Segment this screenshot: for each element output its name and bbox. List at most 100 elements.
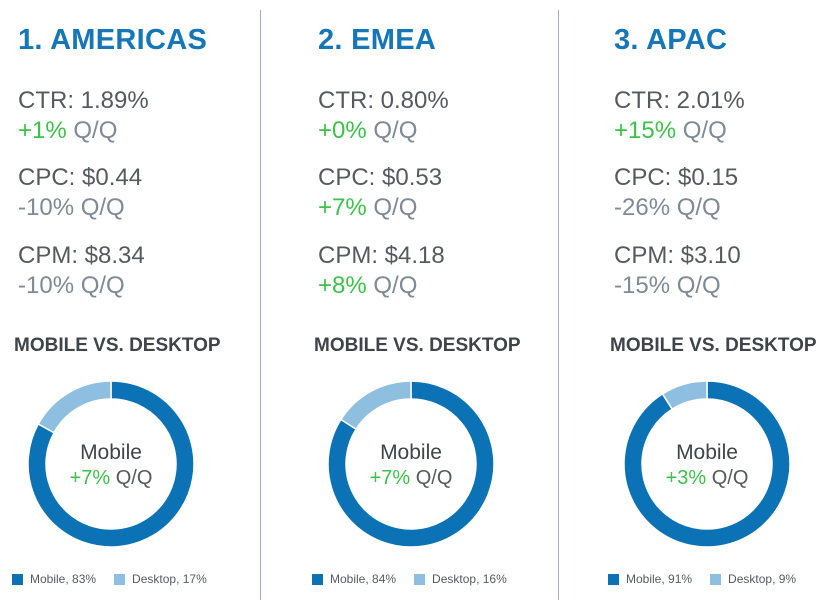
metric-block: CPC: $0.15 -26% Q/Q (614, 163, 738, 223)
donut-center-label: Mobile (676, 441, 738, 464)
chart-legend: Mobile, 83% Desktop, 17% (12, 572, 225, 586)
legend-label: Desktop, 17% (132, 572, 207, 586)
mobile-slice (28, 381, 194, 547)
metric-value: CTR: 2.01% (614, 87, 745, 114)
mobile-desktop-donut-chart (328, 381, 494, 547)
desktop-slice (37, 381, 112, 434)
mobile-swatch (12, 573, 23, 585)
legend-label: Mobile, 91% (626, 572, 693, 586)
change-value: -26% (614, 194, 671, 221)
metric-block: CTR: 2.01% +15% Q/Q (614, 86, 745, 146)
metric-change: -10% Q/Q (18, 193, 142, 223)
metric-change: +1% Q/Q (18, 116, 149, 146)
metric-value: CPM: $4.18 (318, 242, 445, 269)
chart-subheading: MOBILE VS. DESKTOP (610, 335, 817, 356)
metric-value: CTR: 0.80% (318, 87, 449, 114)
region-column: 1. AMERICAS CTR: 1.89% +1% Q/Q CPC: $0.44 -1… (0, 0, 260, 600)
desktop-swatch (114, 573, 126, 585)
change-suffix: Q/Q (80, 194, 125, 221)
change-suffix: Q/Q (73, 117, 118, 144)
change-value: -15% (614, 272, 671, 299)
change-value: -10% (18, 272, 75, 299)
metric-change: -15% Q/Q (614, 271, 741, 301)
donut-change-suffix: Q/Q (711, 467, 749, 489)
legend-item: Desktop, 17% (114, 572, 207, 586)
metric-change: +15% Q/Q (614, 116, 745, 146)
desktop-slice (339, 381, 412, 431)
donut-center-text: Mobile +3% Q/Q (624, 441, 790, 491)
metric-value: CPC: $0.44 (18, 164, 143, 191)
region-column: 2. EMEA CTR: 0.80% +0% Q/Q CPC: $0.53 +7% Q/… (300, 0, 560, 600)
metric-change: -10% Q/Q (18, 271, 145, 301)
column-divider (260, 10, 261, 600)
metric-change: +0% Q/Q (318, 116, 449, 146)
change-value: +8% (318, 272, 367, 299)
desktop-swatch (710, 573, 722, 585)
chart-legend: Mobile, 84% Desktop, 16% (312, 572, 525, 586)
region-column: 3. APAC CTR: 2.01% +15% Q/Q CPC: $0.15 -26% … (596, 0, 821, 600)
donut-center-text: Mobile +7% Q/Q (28, 441, 194, 491)
desktop-swatch (414, 573, 426, 585)
change-value: -10% (18, 194, 75, 221)
metric-block: CTR: 1.89% +1% Q/Q (18, 86, 149, 146)
legend-item: Mobile, 83% (12, 572, 96, 586)
legend-item: Desktop, 16% (414, 572, 507, 586)
change-value: +0% (318, 117, 367, 144)
metric-value: CPC: $0.53 (318, 164, 443, 191)
change-space (670, 272, 677, 299)
mobile-swatch (608, 573, 619, 585)
change-space (676, 117, 683, 144)
chart-legend: Mobile, 91% Desktop, 9% (608, 572, 814, 586)
change-suffix: Q/Q (80, 272, 125, 299)
metric-block: CPC: $0.53 +7% Q/Q (318, 163, 442, 223)
change-value: +1% (18, 117, 67, 144)
change-suffix: Q/Q (373, 194, 418, 221)
donut-center-text: Mobile +7% Q/Q (328, 441, 494, 491)
donut-change-value: +3% (665, 467, 707, 489)
region-title: 2. EMEA (318, 24, 437, 56)
change-value: +7% (318, 194, 367, 221)
metric-value: CTR: 1.89% (18, 87, 149, 114)
legend-label: Mobile, 83% (30, 572, 97, 586)
mobile-slice (328, 381, 494, 547)
metric-change: +7% Q/Q (318, 193, 442, 223)
donut-change-suffix: Q/Q (115, 467, 153, 489)
metric-block: CPM: $4.18 +8% Q/Q (318, 241, 445, 301)
chart-subheading: MOBILE VS. DESKTOP (314, 335, 521, 356)
legend-label: Desktop, 16% (432, 572, 507, 586)
metric-block: CPC: $0.44 -10% Q/Q (18, 163, 142, 223)
donut-change-value: +7% (369, 467, 411, 489)
donut-center-change: +7% Q/Q (28, 465, 194, 491)
change-suffix: Q/Q (676, 194, 721, 221)
mobile-slice (624, 381, 790, 547)
metric-change: -26% Q/Q (614, 193, 738, 223)
metric-block: CPM: $3.10 -15% Q/Q (614, 241, 741, 301)
change-value: +15% (614, 117, 677, 144)
metric-value: CPM: $8.34 (18, 242, 145, 269)
donut-change-value: +7% (69, 467, 111, 489)
change-space (74, 272, 81, 299)
change-suffix: Q/Q (373, 272, 418, 299)
metric-change: +8% Q/Q (318, 271, 445, 301)
legend-label: Mobile, 84% (330, 572, 397, 586)
legend-item: Mobile, 84% (312, 572, 396, 586)
column-divider (558, 10, 559, 600)
desktop-slice (661, 381, 708, 411)
legend-item: Mobile, 91% (608, 572, 692, 586)
mobile-desktop-donut-chart (624, 381, 790, 547)
mobile-swatch (312, 573, 323, 585)
chart-subheading: MOBILE VS. DESKTOP (14, 335, 221, 356)
change-suffix: Q/Q (373, 117, 418, 144)
region-title: 3. APAC (614, 24, 728, 56)
metric-block: CPM: $8.34 -10% Q/Q (18, 241, 145, 301)
change-space (670, 194, 677, 221)
legend-item: Desktop, 9% (710, 572, 796, 586)
metric-value: CPM: $3.10 (614, 242, 741, 269)
donut-change-suffix: Q/Q (415, 467, 453, 489)
metric-value: CPC: $0.15 (614, 164, 739, 191)
donut-center-label: Mobile (380, 441, 442, 464)
legend-label: Desktop, 9% (728, 572, 797, 586)
metric-block: CTR: 0.80% +0% Q/Q (318, 86, 449, 146)
region-title: 1. AMERICAS (18, 24, 208, 56)
